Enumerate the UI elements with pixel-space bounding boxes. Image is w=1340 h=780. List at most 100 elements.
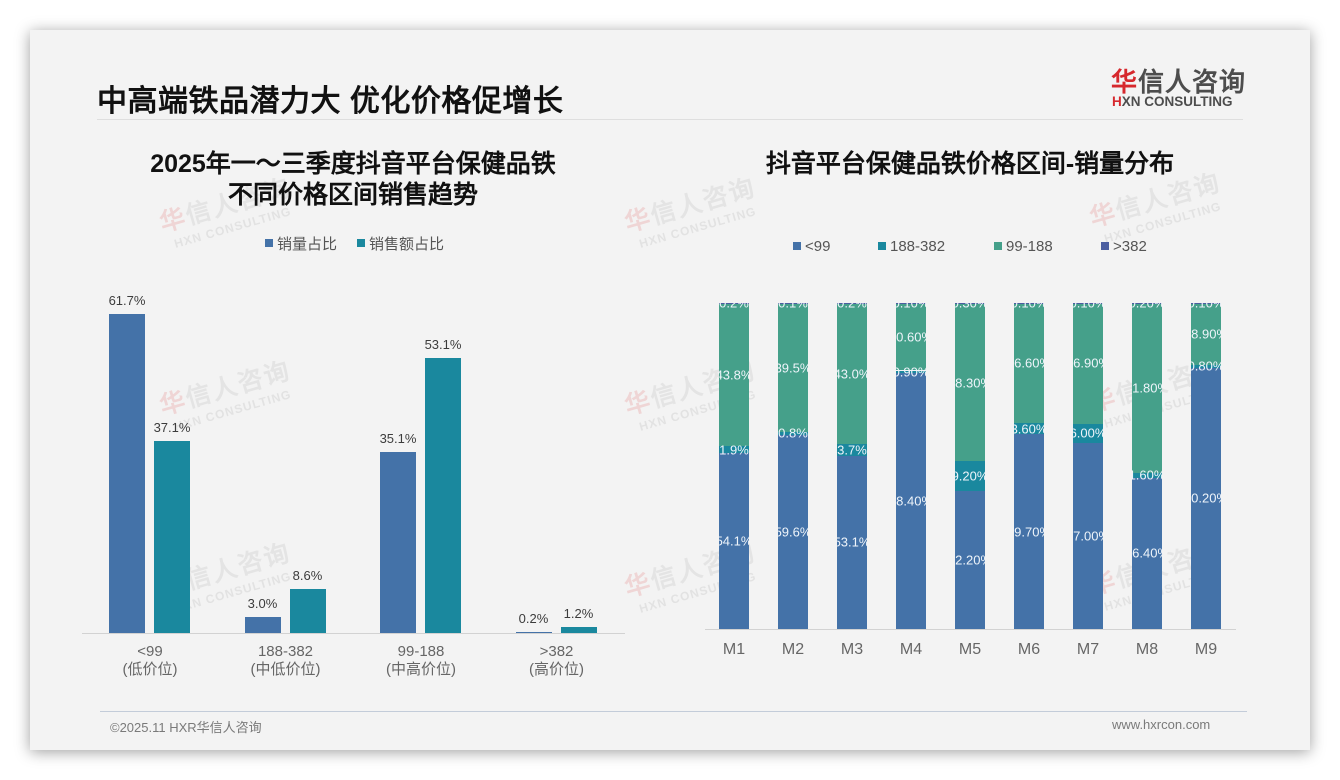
right-legend-99-188: 99-188 (994, 237, 1053, 255)
bar-segment (778, 434, 808, 629)
bar-value-label: 35.1% (379, 430, 417, 446)
footer-divider (100, 711, 1247, 712)
bar-segment (719, 446, 749, 453)
segment-value-label: 36.60% (1014, 355, 1044, 371)
x-axis-month-label: M2 (781, 641, 805, 658)
segment-value-label: 48.30% (955, 375, 985, 391)
segment-value-label: 42.20% (955, 552, 985, 568)
x-axis-category-label: <99 (低价位) (90, 643, 210, 679)
bar-segment (1132, 303, 1162, 304)
legend-swatch-icon (793, 242, 801, 250)
bar-segment (719, 452, 749, 629)
right-legend-gt382: >382 (1101, 237, 1147, 255)
segment-value-label: 0.10% (1014, 303, 1044, 311)
bar-segment (1132, 477, 1162, 629)
bar-sales-volume (515, 631, 552, 633)
category-range: 188-382 (257, 643, 314, 660)
segment-value-label: 39.5% (778, 360, 808, 376)
title-divider (97, 119, 1243, 120)
right-legend-lt99: <99 (793, 237, 830, 255)
bar-segment (837, 303, 867, 304)
category-tier: (低价位) (122, 661, 178, 678)
stacked-bar-m3: 53.1% 3.7% 43.0% 0.2% (837, 303, 867, 629)
left-chart-x-axis (82, 633, 625, 634)
segment-value-label: 0.20% (1132, 303, 1162, 311)
stacked-bar-m7: 57.00% 6.00% 36.90% 0.10% (1073, 303, 1103, 629)
right-legend-188-382: 188-382 (878, 237, 945, 255)
segment-value-label: 57.00% (1073, 528, 1103, 544)
segment-value-label: 0.80% (1191, 358, 1221, 374)
stacked-bar-m1: 54.1% 1.9% 43.8% 0.2% (719, 303, 749, 629)
bar-value-label: 53.1% (424, 337, 462, 353)
legend-label: <99 (805, 237, 831, 255)
right-chart-title: 抖音平台保健品铁价格区间-销量分布 (765, 150, 1175, 178)
logo-en-text: XN CONSULTING (1121, 94, 1233, 109)
right-chart-x-axis (705, 629, 1236, 630)
segment-value-label: 0.8% (778, 425, 808, 441)
segment-value-label: 51.80% (1132, 380, 1162, 396)
segment-value-label: 43.8% (719, 367, 749, 383)
bar-segment (837, 303, 867, 444)
x-axis-month-label: M3 (840, 641, 864, 658)
segment-value-label: 46.40% (1132, 545, 1162, 561)
bar-sales-amount (560, 626, 597, 633)
segment-value-label: 53.1% (837, 534, 867, 550)
bar-sales-amount (289, 588, 326, 633)
bar-sales-volume (109, 314, 145, 633)
footer-website-link[interactable]: www.hxrcon.com (1112, 717, 1211, 732)
legend-swatch-icon (357, 239, 365, 247)
slide-background (30, 30, 1310, 750)
bar-segment (955, 303, 985, 304)
segment-value-label: 0.90% (896, 364, 926, 380)
left-legend-sales-volume: 销量占比 (265, 234, 337, 253)
bar-segment (719, 303, 749, 447)
bar-segment (778, 432, 808, 435)
segment-value-label: 1.9% (719, 442, 749, 458)
category-tier: (高价位) (529, 661, 584, 678)
bar-segment (1073, 303, 1103, 424)
bar-value-label: 1.2% (563, 605, 594, 621)
x-axis-month-label: M4 (899, 641, 923, 658)
bar-segment (1132, 472, 1162, 478)
legend-swatch-icon (1101, 242, 1109, 250)
bar-sales-volume (380, 451, 416, 633)
segment-value-label: 9.20% (955, 468, 985, 484)
bar-segment (1191, 303, 1221, 365)
segment-value-label: 54.1% (719, 533, 749, 549)
x-axis-month-label: M5 (958, 641, 982, 658)
segment-value-label: 59.6% (778, 524, 808, 540)
segment-value-label: 3.60% (1014, 421, 1044, 436)
bar-sales-amount (154, 441, 190, 633)
segment-value-label: 0.2% (837, 303, 867, 311)
bar-segment (719, 303, 749, 304)
legend-swatch-icon (994, 242, 1002, 250)
bar-segment (837, 455, 867, 629)
bar-value-label: 8.6% (292, 567, 323, 583)
stacked-bar-m9: 80.20% 0.80% 18.90% 0.10% (1191, 303, 1221, 629)
bar-segment (896, 370, 926, 374)
segment-value-label: 6.00% (1073, 425, 1103, 441)
stacked-bar-m4: 78.40% 0.90% 20.60% 0.10% (896, 303, 926, 629)
legend-label: 99-188 (1006, 237, 1053, 255)
bar-sales-volume (244, 617, 281, 633)
category-range: <99 (137, 643, 163, 660)
x-axis-month-label: M1 (722, 641, 746, 658)
category-range: >382 (539, 643, 574, 660)
x-axis-category-label: 188-382 (中低价位) (226, 643, 346, 679)
legend-swatch-icon (265, 239, 273, 247)
x-axis-month-label: M6 (1017, 641, 1041, 658)
bar-segment (778, 303, 808, 433)
bar-segment (955, 461, 985, 492)
legend-swatch-icon (878, 242, 886, 250)
x-axis-month-label: M7 (1076, 641, 1100, 658)
segment-value-label: 36.90% (1073, 355, 1103, 371)
left-legend-sales-amount: 销售额占比 (357, 234, 444, 253)
logo-accent-char: 华 (1111, 67, 1139, 97)
stacked-bar-m5: 42.20% 9.20% 48.30% 0.30% (955, 303, 985, 629)
x-axis-category-label: 99-188 (中高价位) (361, 643, 481, 679)
bar-segment (1191, 367, 1221, 629)
bar-segment (1191, 364, 1221, 368)
bar-segment (1073, 443, 1103, 629)
segment-value-label: 18.90% (1191, 326, 1221, 342)
bar-value-label: 3.0% (247, 596, 278, 612)
